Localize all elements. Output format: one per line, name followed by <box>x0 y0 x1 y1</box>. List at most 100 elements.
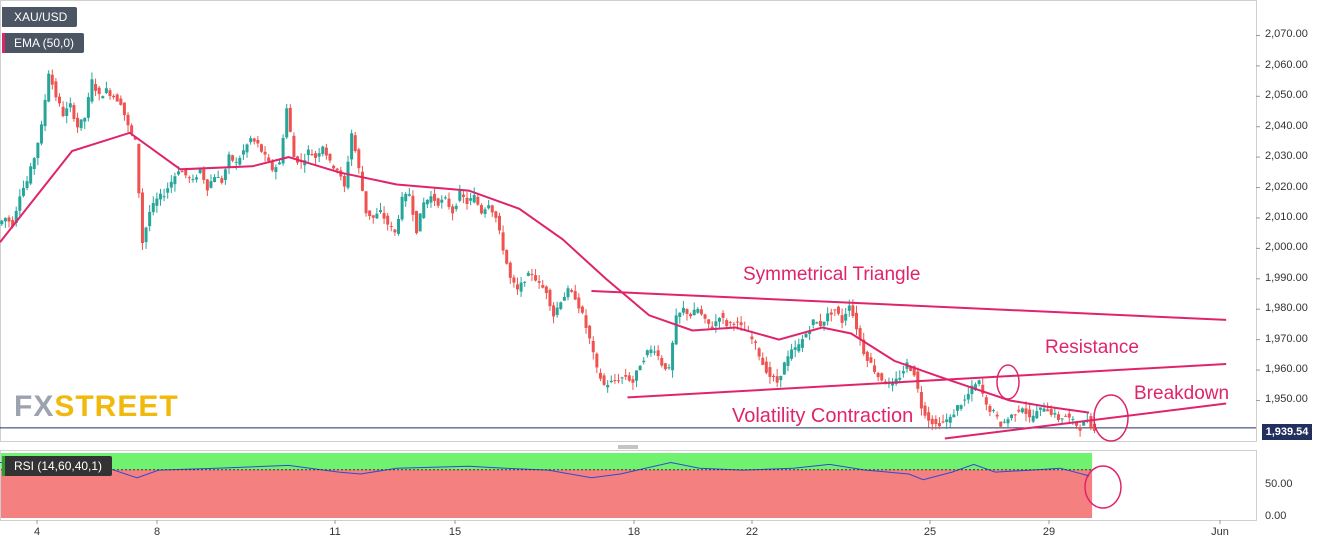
candle-body <box>674 315 678 345</box>
candle-body <box>750 336 754 340</box>
candle-body <box>1013 414 1017 416</box>
candle-body <box>368 210 372 217</box>
candle-body <box>588 325 592 339</box>
candle-body <box>429 196 433 203</box>
candle-body <box>974 384 978 391</box>
candle-body <box>72 105 76 119</box>
candle-body <box>281 137 285 164</box>
candle-body <box>241 150 245 155</box>
candle-body <box>923 405 927 416</box>
candle-body <box>627 375 631 381</box>
candle-body <box>1049 409 1053 415</box>
candle-body <box>252 138 256 142</box>
candle-body <box>47 73 51 102</box>
candle-body <box>267 157 271 161</box>
candle-body <box>739 322 743 326</box>
candle-body <box>761 357 765 365</box>
candle-body <box>378 210 382 213</box>
candle-body <box>876 372 880 378</box>
candle-body <box>137 143 141 194</box>
candle-body <box>461 194 465 197</box>
trendline <box>627 362 1227 399</box>
candle-body <box>916 371 920 389</box>
candle-body <box>847 305 851 311</box>
candle-body <box>209 181 213 188</box>
candle-body <box>472 194 476 203</box>
candle-body <box>898 377 902 380</box>
candle-body <box>570 290 574 292</box>
candle-body <box>382 213 386 219</box>
candle-body <box>104 88 108 94</box>
candle-body <box>1053 413 1057 415</box>
candle-body <box>25 181 29 189</box>
candle-body <box>11 220 15 227</box>
candle-body <box>815 322 819 324</box>
candle-body <box>505 249 509 264</box>
candle-body <box>948 416 952 423</box>
candle-body <box>667 367 671 369</box>
candle-body <box>984 397 988 405</box>
candle-body <box>891 382 895 386</box>
candle-body <box>306 149 310 156</box>
candle-body <box>54 81 58 98</box>
x-tick-label: 4 <box>33 526 41 538</box>
candle-body <box>757 348 761 357</box>
candle-body <box>386 215 390 225</box>
candle-body <box>577 297 581 309</box>
candle-body <box>858 328 862 340</box>
candle-body <box>1056 414 1060 420</box>
candle-body <box>1002 421 1006 423</box>
candle-body <box>703 314 707 319</box>
candle-body <box>1074 422 1078 426</box>
candle-body <box>775 376 779 383</box>
candle-body <box>332 165 336 169</box>
candle-body <box>728 322 732 324</box>
rsi-line <box>0 461 1090 481</box>
candle-body <box>1020 408 1024 413</box>
candle-body <box>620 377 624 379</box>
candle-body <box>699 309 703 315</box>
candle-body <box>1031 415 1035 422</box>
rsi-tag[interactable]: RSI (14,60,40,1) <box>2 456 113 476</box>
candle-body <box>955 405 959 411</box>
candle-body <box>988 405 992 412</box>
candle-body <box>1042 408 1046 412</box>
candle-body <box>130 125 134 134</box>
candle-body <box>50 74 54 85</box>
candle-body <box>685 309 689 314</box>
candle-body <box>642 360 646 363</box>
rsi-label: RSI (14,60,40,1) <box>14 459 103 473</box>
candle-body <box>808 330 812 335</box>
candle-body <box>909 366 913 371</box>
candle-body <box>245 144 249 153</box>
x-tick-label: 22 <box>745 526 759 538</box>
candle-body <box>490 205 494 213</box>
x-tick-label: Jun <box>1211 526 1229 538</box>
y-tick-label: 1,980.00 <box>1265 302 1308 315</box>
candle-body <box>364 191 368 214</box>
candle-body <box>873 365 877 372</box>
breakdown-circle <box>1093 394 1129 442</box>
candle-body <box>1024 408 1028 414</box>
candle-body <box>598 372 602 379</box>
annotation-triangle: Symmetrical Triangle <box>743 264 921 285</box>
candle-body <box>310 153 314 156</box>
candle-body <box>580 306 584 313</box>
rsi-oversold-band <box>1 469 1093 518</box>
symbol-tag[interactable]: XAU/USD <box>2 7 78 27</box>
candle-body <box>0 220 4 225</box>
candle-body <box>443 197 447 199</box>
candle-body <box>317 153 321 157</box>
annotation-contraction: Volatility Contraction <box>732 405 914 427</box>
candle-body <box>108 90 112 96</box>
ema-tag[interactable]: EMA (50,0) <box>2 33 85 53</box>
candle-body <box>58 96 62 104</box>
candle-body <box>162 196 166 198</box>
candle-body <box>833 309 837 311</box>
candle-body <box>342 176 346 187</box>
candle-body <box>425 199 429 205</box>
candle-body <box>14 210 18 223</box>
y-tick-label: 2,070.00 <box>1265 28 1308 41</box>
candle-body <box>350 133 354 160</box>
rsi-tick-label: 0.00 <box>1265 510 1287 522</box>
